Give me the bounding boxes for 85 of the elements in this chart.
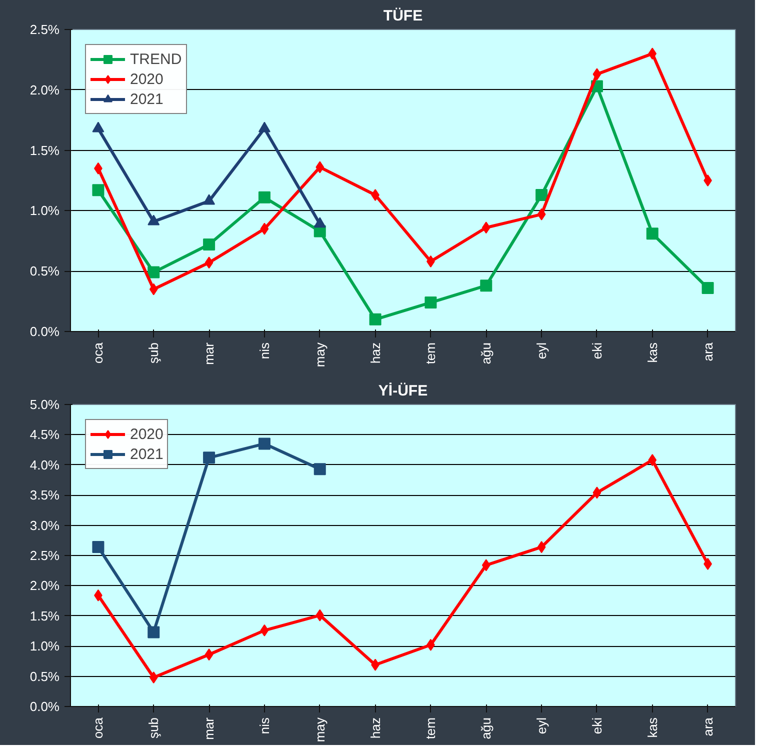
y-tick-label: 2.5% (30, 22, 60, 37)
x-tick-label: şub (146, 717, 162, 738)
y-tick-label: 1.0% (30, 203, 60, 218)
legend-label: TREND (130, 50, 182, 68)
point (149, 672, 158, 684)
point (92, 184, 104, 196)
x-tick-label: ağu (478, 717, 494, 740)
point (482, 559, 490, 572)
point (204, 256, 214, 269)
y-tick-label: 4.5% (30, 427, 60, 442)
x-tick-label: kas (644, 717, 660, 738)
x-tick-label: haz (368, 342, 383, 364)
point (148, 214, 160, 226)
x-tick-label: eki (589, 717, 604, 734)
y-tick-label: 4.0% (30, 457, 60, 472)
point (260, 222, 269, 235)
x-tick-label: oca (90, 716, 106, 738)
x-tick-label: may (312, 717, 328, 742)
point (648, 48, 657, 60)
point (260, 624, 269, 636)
y-tick-label: 0.0% (30, 324, 60, 339)
point (316, 161, 324, 174)
x-tick-label: eki (589, 342, 604, 360)
y-tick-label: 1.5% (30, 608, 60, 624)
legend-label: 2021 (130, 90, 164, 108)
point (258, 191, 270, 204)
x-tick-label: kas (644, 342, 660, 363)
x-tick-label: mar (202, 716, 217, 740)
y-tick-label: 5.0% (30, 397, 60, 412)
point (258, 122, 270, 132)
point (314, 217, 326, 228)
y-tick-label: 1.0% (30, 638, 60, 654)
x-tick-label: oca (90, 342, 106, 364)
point (537, 541, 546, 554)
chart-title: TÜFE (383, 8, 423, 24)
y-tick-label: 2.5% (30, 548, 60, 563)
point (148, 266, 160, 278)
legend-label: 2020 (130, 70, 164, 88)
point (204, 648, 214, 661)
point (203, 194, 216, 205)
y-tick-label: 3.5% (30, 488, 60, 503)
y-tick-label: 2.0% (30, 578, 60, 594)
point (537, 208, 546, 220)
x-tick-label: may (312, 342, 328, 368)
y-tick-label: 2.0% (30, 82, 60, 98)
point (316, 609, 324, 622)
y-tick-label: 0.5% (30, 264, 60, 279)
chart-title: Yİ-ÜFE (378, 382, 428, 400)
x-tick-label: mar (202, 342, 217, 365)
x-tick-label: eyl (534, 717, 550, 734)
y-tick-label: 3.0% (30, 518, 60, 533)
x-tick-label: tem (423, 718, 438, 740)
point (149, 283, 158, 296)
point (704, 174, 712, 186)
point (702, 282, 714, 294)
x-tick-label: haz (368, 717, 383, 738)
point (536, 188, 548, 201)
y-tick-label: 1.5% (30, 142, 60, 158)
y-tick-label: 0.5% (30, 668, 60, 684)
x-tick-label: eyl (534, 342, 550, 360)
point (480, 280, 492, 292)
x-tick-label: ağu (478, 342, 494, 364)
point (92, 122, 104, 132)
x-tick-label: tem (423, 342, 438, 364)
point (258, 438, 270, 450)
x-tick-label: ara (700, 716, 716, 736)
point (203, 452, 216, 464)
point (314, 463, 326, 476)
point (369, 313, 382, 326)
legend-label: 2021 (130, 446, 164, 462)
point (482, 222, 490, 234)
point (592, 486, 602, 499)
y-tick-label: 0.0% (30, 699, 60, 714)
point (148, 626, 160, 638)
point (648, 454, 657, 466)
x-tick-label: ara (700, 342, 716, 362)
point (92, 541, 104, 554)
legend-label: 2020 (130, 426, 164, 442)
point (592, 68, 602, 80)
x-tick-label: şub (146, 342, 162, 364)
point (424, 296, 437, 309)
point (203, 238, 216, 251)
x-tick-label: nis (256, 342, 272, 360)
point (646, 228, 658, 240)
x-tick-label: nis (256, 717, 272, 734)
